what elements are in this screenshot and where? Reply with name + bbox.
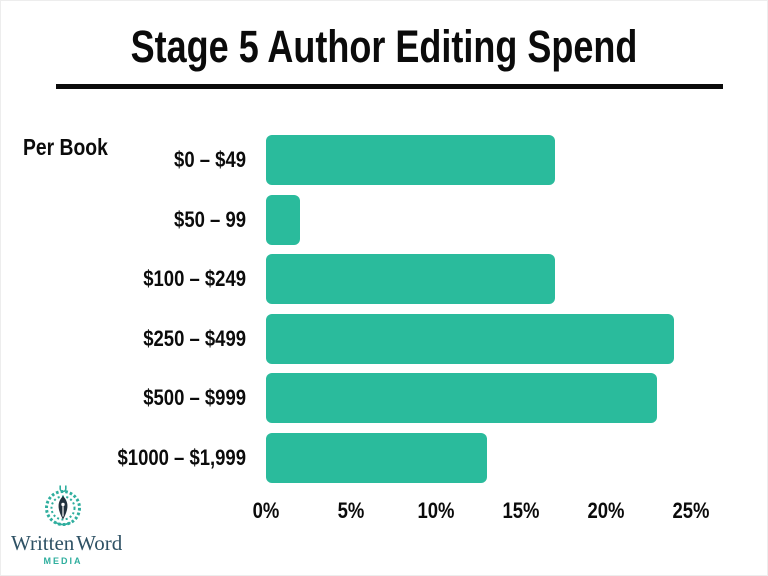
page-title: Stage 5 Author Editing Spend <box>130 21 638 72</box>
chart-row: $1000 – $1,999 <box>1 432 767 483</box>
bar <box>266 135 555 185</box>
bar-track <box>266 254 691 304</box>
x-tick-label: 20% <box>587 498 625 523</box>
logo-media-label: MEDIA <box>43 556 83 566</box>
x-tick-label: 5% <box>337 498 365 523</box>
bar-track <box>266 432 691 483</box>
bar <box>266 313 674 364</box>
category-label: $50 – 99 <box>174 206 246 232</box>
logo-wordmark: Written Word <box>11 531 123 555</box>
category-label: $1000 – $1,999 <box>117 444 247 470</box>
x-tick-label: 0% <box>252 498 280 523</box>
bar-track <box>266 373 691 423</box>
bar <box>266 254 555 304</box>
x-axis: 0% 5% 10% 15% 20% 25% <box>253 498 710 528</box>
bar-track <box>266 194 691 245</box>
bar-track <box>266 313 691 364</box>
bar-track <box>266 135 691 185</box>
category-label: $250 – $499 <box>143 325 246 351</box>
x-tick-label: 15% <box>502 498 540 523</box>
bar <box>266 373 657 423</box>
chart-row: $250 – $499 <box>1 313 767 364</box>
bar <box>266 194 300 245</box>
bar-chart: $0 – $49 $50 – 99 $100 – $249 $250 – $499 $5… <box>1 135 767 492</box>
logo: Written Word MEDIA <box>11 484 123 566</box>
category-label: $0 – $49 <box>174 147 246 172</box>
chart-row: $500 – $999 <box>1 373 767 423</box>
chart-row: $100 – $249 <box>1 254 767 304</box>
y-axis-corner-label: Per Book <box>23 134 108 160</box>
x-tick-label: 10% <box>417 498 455 523</box>
x-tick-label: 25% <box>672 498 710 523</box>
chart-row: $0 – $49 <box>1 135 767 185</box>
category-label: $100 – $249 <box>143 266 246 291</box>
pen-nib-logo-icon <box>45 485 81 526</box>
title-underline <box>56 84 723 89</box>
bar <box>266 432 487 483</box>
chart-row: $50 – 99 <box>1 194 767 245</box>
category-label: $500 – $999 <box>143 385 246 410</box>
